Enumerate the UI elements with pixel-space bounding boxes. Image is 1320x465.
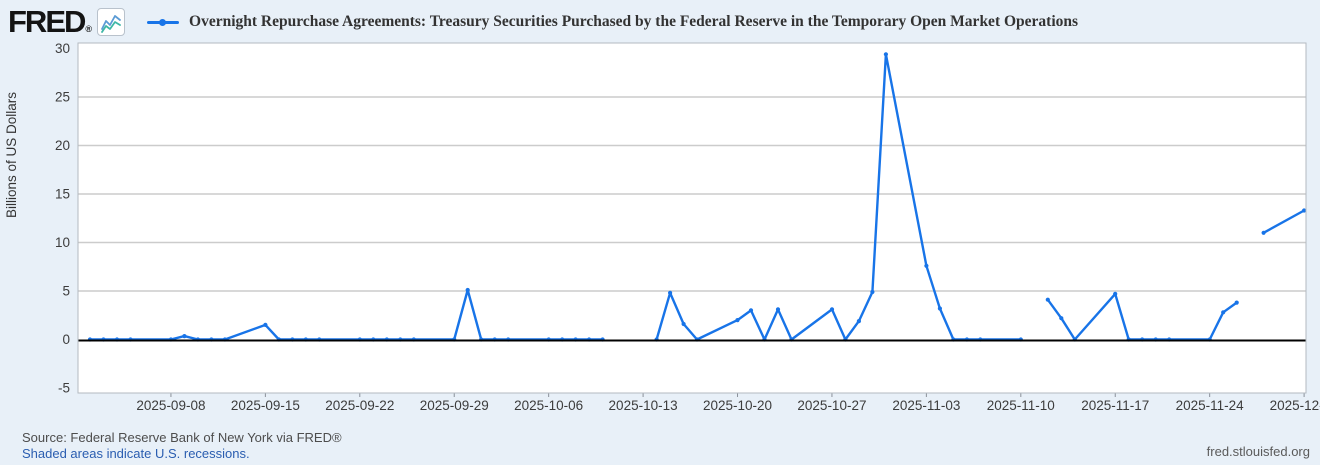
svg-text:2025-12-01: 2025-12-01 — [1270, 398, 1320, 413]
plot-border — [77, 42, 1307, 394]
registered-mark: ® — [85, 24, 93, 34]
svg-text:15: 15 — [55, 187, 70, 202]
fred-site-link[interactable]: fred.stlouisfed.org — [1206, 444, 1310, 459]
svg-text:2025-10-06: 2025-10-06 — [514, 398, 583, 413]
recession-note-link[interactable]: Shaded areas indicate U.S. recessions. — [22, 446, 250, 461]
sparkline-glyph — [101, 15, 121, 33]
svg-text:-5: -5 — [58, 381, 70, 396]
fred-logo[interactable]: FRED ® — [8, 6, 92, 38]
svg-text:30: 30 — [55, 41, 70, 56]
legend-line-marker — [147, 18, 180, 26]
svg-text:2025-11-17: 2025-11-17 — [1081, 398, 1149, 413]
fred-logo-text: FRED — [8, 4, 86, 39]
svg-text:2025-11-10: 2025-11-10 — [987, 398, 1055, 413]
svg-text:5: 5 — [62, 284, 70, 299]
svg-text:0: 0 — [62, 332, 70, 347]
svg-text:2025-09-08: 2025-09-08 — [136, 398, 205, 413]
svg-text:2025-09-29: 2025-09-29 — [420, 398, 489, 413]
svg-text:20: 20 — [55, 138, 70, 153]
x-tick-labels: 2025-09-08 2025-09-15 2025-09-22 2025-09-29… — [136, 393, 1320, 413]
svg-text:25: 25 — [55, 90, 70, 105]
fred-sparkline-icon[interactable] — [97, 8, 126, 36]
source-note: Source: Federal Reserve Bank of New York… — [22, 430, 342, 445]
svg-text:2025-11-24: 2025-11-24 — [1176, 398, 1245, 413]
svg-text:2025-10-27: 2025-10-27 — [797, 398, 866, 413]
svg-text:2025-10-20: 2025-10-20 — [703, 398, 772, 413]
svg-text:10: 10 — [55, 235, 70, 250]
legend-dot — [159, 18, 167, 26]
svg-text:2025-11-03: 2025-11-03 — [892, 398, 960, 413]
svg-text:2025-09-15: 2025-09-15 — [231, 398, 300, 413]
chart-header: FRED ® Overnight Repurchase Agreements: T… — [8, 4, 1078, 40]
series-title: Overnight Repurchase Agreements: Treasur… — [189, 13, 1079, 30]
y-tick-labels: 30 25 20 15 10 5 0 -5 — [55, 41, 70, 396]
svg-text:2025-09-22: 2025-09-22 — [325, 398, 394, 413]
gridlines — [78, 96, 1306, 292]
svg-text:2025-10-13: 2025-10-13 — [609, 398, 678, 413]
